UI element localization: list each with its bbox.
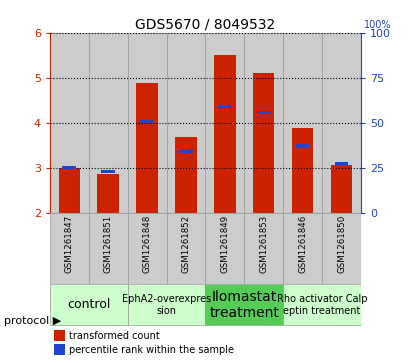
Bar xyxy=(50,213,89,284)
Text: protocol ▶: protocol ▶ xyxy=(4,316,61,326)
Bar xyxy=(89,213,128,284)
Bar xyxy=(283,285,361,325)
Text: GSM1261852: GSM1261852 xyxy=(181,215,190,273)
Text: percentile rank within the sample: percentile rank within the sample xyxy=(69,345,234,355)
Bar xyxy=(283,213,322,284)
Bar xyxy=(128,285,205,325)
Bar xyxy=(331,166,352,213)
Bar xyxy=(205,213,244,284)
Bar xyxy=(50,33,89,213)
Text: transformed count: transformed count xyxy=(69,331,160,340)
Bar xyxy=(140,120,154,123)
Bar xyxy=(137,83,158,213)
Bar xyxy=(244,33,283,213)
Text: GSM1261849: GSM1261849 xyxy=(220,215,229,273)
Bar xyxy=(166,213,205,284)
Text: GSM1261853: GSM1261853 xyxy=(259,215,268,273)
Bar xyxy=(62,166,76,169)
Bar xyxy=(322,33,361,213)
Bar xyxy=(322,213,361,284)
Text: 100%: 100% xyxy=(364,20,391,30)
Bar xyxy=(89,33,128,213)
Bar xyxy=(50,285,128,325)
Bar xyxy=(205,33,244,213)
Title: GDS5670 / 8049532: GDS5670 / 8049532 xyxy=(135,17,276,32)
Text: GSM1261847: GSM1261847 xyxy=(65,215,74,273)
Bar xyxy=(54,330,66,341)
Bar xyxy=(283,33,322,213)
Text: GSM1261848: GSM1261848 xyxy=(143,215,151,273)
Bar xyxy=(205,285,283,325)
Bar xyxy=(218,105,232,109)
Bar xyxy=(98,174,119,213)
Bar xyxy=(128,213,166,284)
Bar xyxy=(128,33,166,213)
Bar xyxy=(257,111,271,114)
Text: GSM1261850: GSM1261850 xyxy=(337,215,346,273)
Bar xyxy=(253,73,274,213)
Bar xyxy=(101,170,115,173)
Bar xyxy=(244,213,283,284)
Bar xyxy=(175,137,197,213)
Text: Rho activator Calp
eptin treatment: Rho activator Calp eptin treatment xyxy=(277,294,367,316)
Bar xyxy=(296,144,310,148)
Bar xyxy=(54,344,66,355)
Bar xyxy=(214,55,236,213)
Bar xyxy=(179,150,193,154)
Bar xyxy=(292,128,313,213)
Text: EphA2-overexpres
sion: EphA2-overexpres sion xyxy=(122,294,211,316)
Bar xyxy=(335,162,349,165)
Text: control: control xyxy=(67,298,110,311)
Text: Ilomastat
treatment: Ilomastat treatment xyxy=(210,290,279,320)
Bar xyxy=(59,168,80,213)
Text: GSM1261846: GSM1261846 xyxy=(298,215,307,273)
Bar xyxy=(166,33,205,213)
Text: GSM1261851: GSM1261851 xyxy=(104,215,112,273)
